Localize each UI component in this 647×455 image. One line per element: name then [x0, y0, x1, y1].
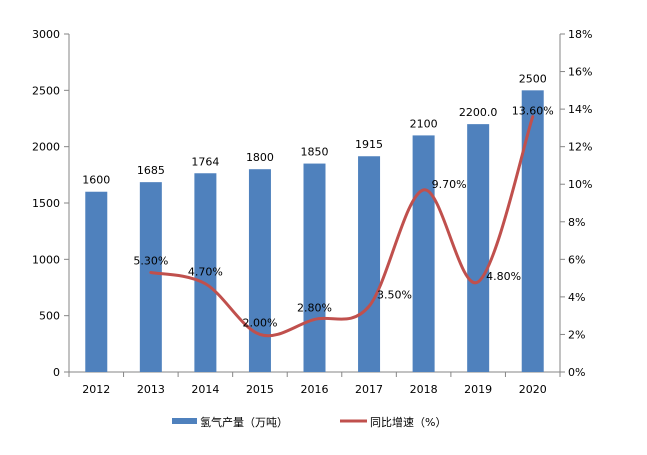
bar: [139, 182, 162, 372]
right-tick-label: 18%: [568, 28, 592, 41]
x-tick-label: 2018: [410, 383, 438, 396]
left-tick-label: 1000: [32, 253, 60, 266]
left-tick-label: 2500: [32, 84, 60, 97]
bar: [303, 163, 326, 372]
line-data-label: 2.80%: [297, 301, 332, 314]
right-tick-label: 2%: [568, 328, 585, 341]
right-tick-label: 4%: [568, 291, 585, 304]
bar: [248, 169, 271, 372]
right-tick-label: 6%: [568, 253, 585, 266]
bar: [85, 191, 108, 372]
line-data-label: 3.50%: [377, 288, 412, 301]
bar: [521, 90, 544, 372]
left-tick-label: 0: [53, 366, 60, 379]
bar-data-label: 1764: [191, 155, 219, 168]
line-data-label: 9.70%: [432, 178, 467, 191]
growth-line: [149, 115, 535, 338]
right-tick-label: 16%: [568, 66, 592, 79]
left-tick-label: 2000: [32, 141, 60, 154]
line-data-label: 4.70%: [188, 266, 223, 279]
legend-bar-label: 氢气产量（万吨）: [200, 415, 288, 429]
x-tick-label: 2017: [355, 383, 383, 396]
x-tick-label: 2019: [464, 383, 492, 396]
bar: [358, 156, 381, 372]
line-data-label: 13.60%: [512, 105, 554, 118]
left-tick-label: 1500: [32, 197, 60, 210]
line-data-label: 2.00%: [242, 316, 277, 329]
bar: [467, 124, 490, 372]
right-tick-label: 10%: [568, 178, 592, 191]
right-tick-label: 14%: [568, 103, 592, 116]
x-tick-label: 2020: [519, 383, 547, 396]
bar: [194, 173, 217, 372]
line-data-label: 5.30%: [133, 254, 168, 267]
x-tick-label: 2012: [82, 383, 110, 396]
right-tick-label: 8%: [568, 216, 585, 229]
legend-line-label: 同比增速（%）: [370, 415, 446, 429]
bar-data-label: 1600: [82, 174, 110, 187]
bar-data-label: 1850: [301, 146, 329, 159]
x-tick-label: 2014: [191, 383, 219, 396]
line-data-label: 4.80%: [486, 270, 521, 283]
left-tick-label: 3000: [32, 28, 60, 41]
left-tick-label: 500: [39, 310, 60, 323]
bar: [412, 135, 435, 372]
right-tick-label: 12%: [568, 141, 592, 154]
bar-data-label: 1685: [137, 164, 165, 177]
right-tick-label: 0%: [568, 366, 585, 379]
bar-data-label: 1800: [246, 151, 274, 164]
bar-data-label: 2100: [410, 117, 438, 130]
bar-data-label: 2500: [519, 72, 547, 85]
x-tick-label: 2013: [137, 383, 165, 396]
x-tick-label: 2015: [246, 383, 274, 396]
x-tick-label: 2016: [301, 383, 329, 396]
bar-data-label: 1915: [355, 138, 383, 151]
bar-data-label: 2200.0: [459, 106, 498, 119]
legend-bar-swatch: [172, 418, 197, 424]
